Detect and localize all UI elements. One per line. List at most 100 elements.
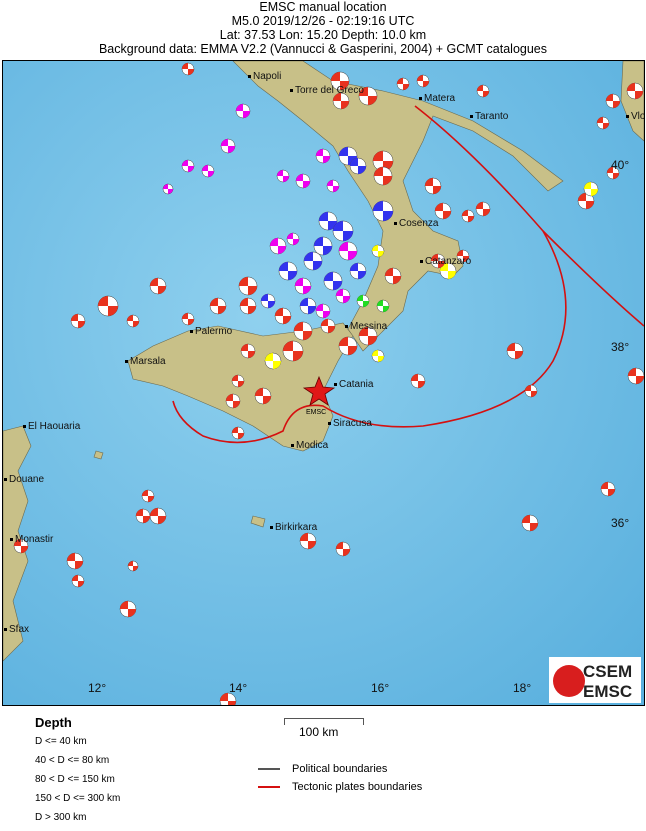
focal-mechanism-beachball[interactable]: [127, 560, 139, 572]
focal-mechanism-beachball[interactable]: [320, 318, 336, 334]
title: EMSC manual location: [259, 0, 387, 14]
depth-legend: Depth D <= 40 km 40 < D <= 80 km 80 < D …: [35, 715, 120, 831]
focal-mechanism-beachball[interactable]: [315, 303, 331, 319]
focal-mechanism-beachball[interactable]: [66, 552, 84, 570]
focal-mechanism-beachball[interactable]: [461, 209, 475, 223]
focal-mechanism-beachball[interactable]: [358, 86, 378, 106]
focal-mechanism-beachball[interactable]: [313, 236, 333, 256]
focal-mechanism-beachball[interactable]: [293, 321, 313, 341]
focal-mechanism-beachball[interactable]: [349, 157, 367, 175]
focal-mechanism-beachball[interactable]: [456, 249, 470, 263]
focal-mechanism-beachball[interactable]: [299, 532, 317, 550]
focal-mechanism-beachball[interactable]: [416, 74, 430, 88]
focal-mechanism-beachball[interactable]: [605, 93, 621, 109]
focal-mechanism-beachball[interactable]: [225, 393, 241, 409]
focal-mechanism-beachball[interactable]: [286, 232, 300, 246]
focal-mechanism-beachball[interactable]: [626, 82, 644, 100]
focal-mechanism-beachball[interactable]: [521, 514, 539, 532]
focal-mechanism-beachball[interactable]: [376, 299, 390, 313]
focal-mechanism-beachball[interactable]: [181, 312, 195, 326]
focal-mechanism-beachball[interactable]: [434, 202, 452, 220]
focal-mechanism-beachball[interactable]: [583, 181, 599, 197]
focal-mechanism-beachball[interactable]: [358, 326, 378, 346]
focal-mechanism-beachball[interactable]: [231, 426, 245, 440]
focal-mechanism-beachball[interactable]: [119, 600, 137, 618]
focal-mechanism-beachball[interactable]: [577, 192, 595, 210]
focal-mechanism-beachball[interactable]: [254, 387, 272, 405]
focal-mechanism-beachball[interactable]: [303, 251, 323, 271]
focal-mechanism-beachball[interactable]: [70, 313, 86, 329]
focal-mechanism-beachball[interactable]: [323, 271, 343, 291]
lon-label: 14°: [229, 681, 248, 695]
focal-mechanism-beachball[interactable]: [371, 244, 385, 258]
focal-mechanism-beachball[interactable]: [13, 538, 29, 554]
focal-mechanism-beachball[interactable]: [335, 288, 351, 304]
focal-mechanism-beachball[interactable]: [240, 343, 256, 359]
focal-mechanism-beachball[interactable]: [524, 384, 538, 398]
focal-mechanism-beachball[interactable]: [149, 277, 167, 295]
focal-mechanism-beachball[interactable]: [424, 177, 442, 195]
focal-mechanism-beachball[interactable]: [141, 489, 155, 503]
focal-mechanism-beachball[interactable]: [209, 297, 227, 315]
focal-mechanism-beachball[interactable]: [600, 481, 616, 497]
focal-mechanism-beachball[interactable]: [71, 574, 85, 588]
focal-mechanism-beachball[interactable]: [220, 138, 236, 154]
focal-mechanism-beachball[interactable]: [126, 314, 140, 328]
focal-mechanism-beachball[interactable]: [135, 508, 151, 524]
focal-mechanism-beachball[interactable]: [349, 262, 367, 280]
focal-mechanism-beachball[interactable]: [627, 367, 644, 385]
focal-mechanism-beachball[interactable]: [332, 220, 354, 242]
focal-mechanism-beachball[interactable]: [219, 692, 237, 705]
city-label: Torre del Greco: [290, 85, 364, 96]
focal-mechanism-beachball[interactable]: [295, 173, 311, 189]
focal-mechanism-beachball[interactable]: [371, 349, 385, 363]
focal-mechanism-beachball[interactable]: [332, 92, 350, 110]
focal-mechanism-beachball[interactable]: [260, 293, 276, 309]
focal-mechanism-beachball[interactable]: [596, 116, 610, 130]
focal-mechanism-beachball[interactable]: [606, 166, 620, 180]
focal-mechanism-beachball[interactable]: [318, 211, 338, 231]
focal-mechanism-beachball[interactable]: [294, 277, 312, 295]
focal-mechanism-beachball[interactable]: [475, 201, 491, 217]
focal-mechanism-beachball[interactable]: [299, 297, 317, 315]
focal-mechanism-beachball[interactable]: [430, 253, 446, 269]
focal-mechanism-beachball[interactable]: [315, 148, 331, 164]
focal-mechanism-beachball[interactable]: [356, 294, 370, 308]
city-label: Napoli: [247, 71, 282, 82]
focal-mechanism-beachball[interactable]: [162, 183, 174, 195]
focal-mechanism-beachball[interactable]: [384, 267, 402, 285]
epicenter-label: EMSC: [306, 409, 326, 416]
focal-mechanism-beachball[interactable]: [274, 307, 292, 325]
focal-mechanism-beachball[interactable]: [149, 507, 167, 525]
focal-mechanism-beachball[interactable]: [235, 103, 251, 119]
focal-mechanism-beachball[interactable]: [231, 374, 245, 388]
focal-mechanism-beachball[interactable]: [410, 373, 426, 389]
focal-mechanism-beachball[interactable]: [278, 261, 298, 281]
focal-mechanism-beachball[interactable]: [330, 71, 350, 91]
focal-mechanism-beachball[interactable]: [276, 169, 290, 183]
focal-mechanism-beachball[interactable]: [373, 166, 393, 186]
focal-mechanism-beachball[interactable]: [238, 276, 258, 296]
city-label: Messina: [344, 321, 388, 332]
focal-mechanism-beachball[interactable]: [201, 164, 215, 178]
focal-mechanism-beachball[interactable]: [338, 241, 358, 261]
focal-mechanism-beachball[interactable]: [326, 179, 340, 193]
focal-mechanism-beachball[interactable]: [335, 541, 351, 557]
focal-mechanism-beachball[interactable]: [264, 352, 282, 370]
focal-mechanism-beachball[interactable]: [506, 342, 524, 360]
focal-mechanism-beachball[interactable]: [372, 200, 394, 222]
focal-mechanism-beachball[interactable]: [239, 297, 257, 315]
seismic-map[interactable]: EMSC Napoli Torre del Greco Matera Taran…: [2, 60, 645, 706]
focal-mechanism-beachball[interactable]: [269, 237, 287, 255]
city-label: Vlo: [625, 111, 645, 122]
epicenter-star-icon[interactable]: [302, 375, 336, 406]
focal-mechanism-beachball[interactable]: [396, 77, 410, 91]
focal-mechanism-beachball[interactable]: [338, 336, 358, 356]
focal-mechanism-beachball[interactable]: [181, 159, 195, 173]
focal-mechanism-beachball[interactable]: [476, 84, 490, 98]
city-label: Taranto: [469, 111, 509, 122]
focal-mechanism-beachball[interactable]: [439, 262, 457, 280]
focal-mechanism-beachball[interactable]: [97, 295, 119, 317]
focal-mechanism-beachball[interactable]: [282, 340, 304, 362]
focal-mechanism-beachball[interactable]: [181, 62, 195, 76]
